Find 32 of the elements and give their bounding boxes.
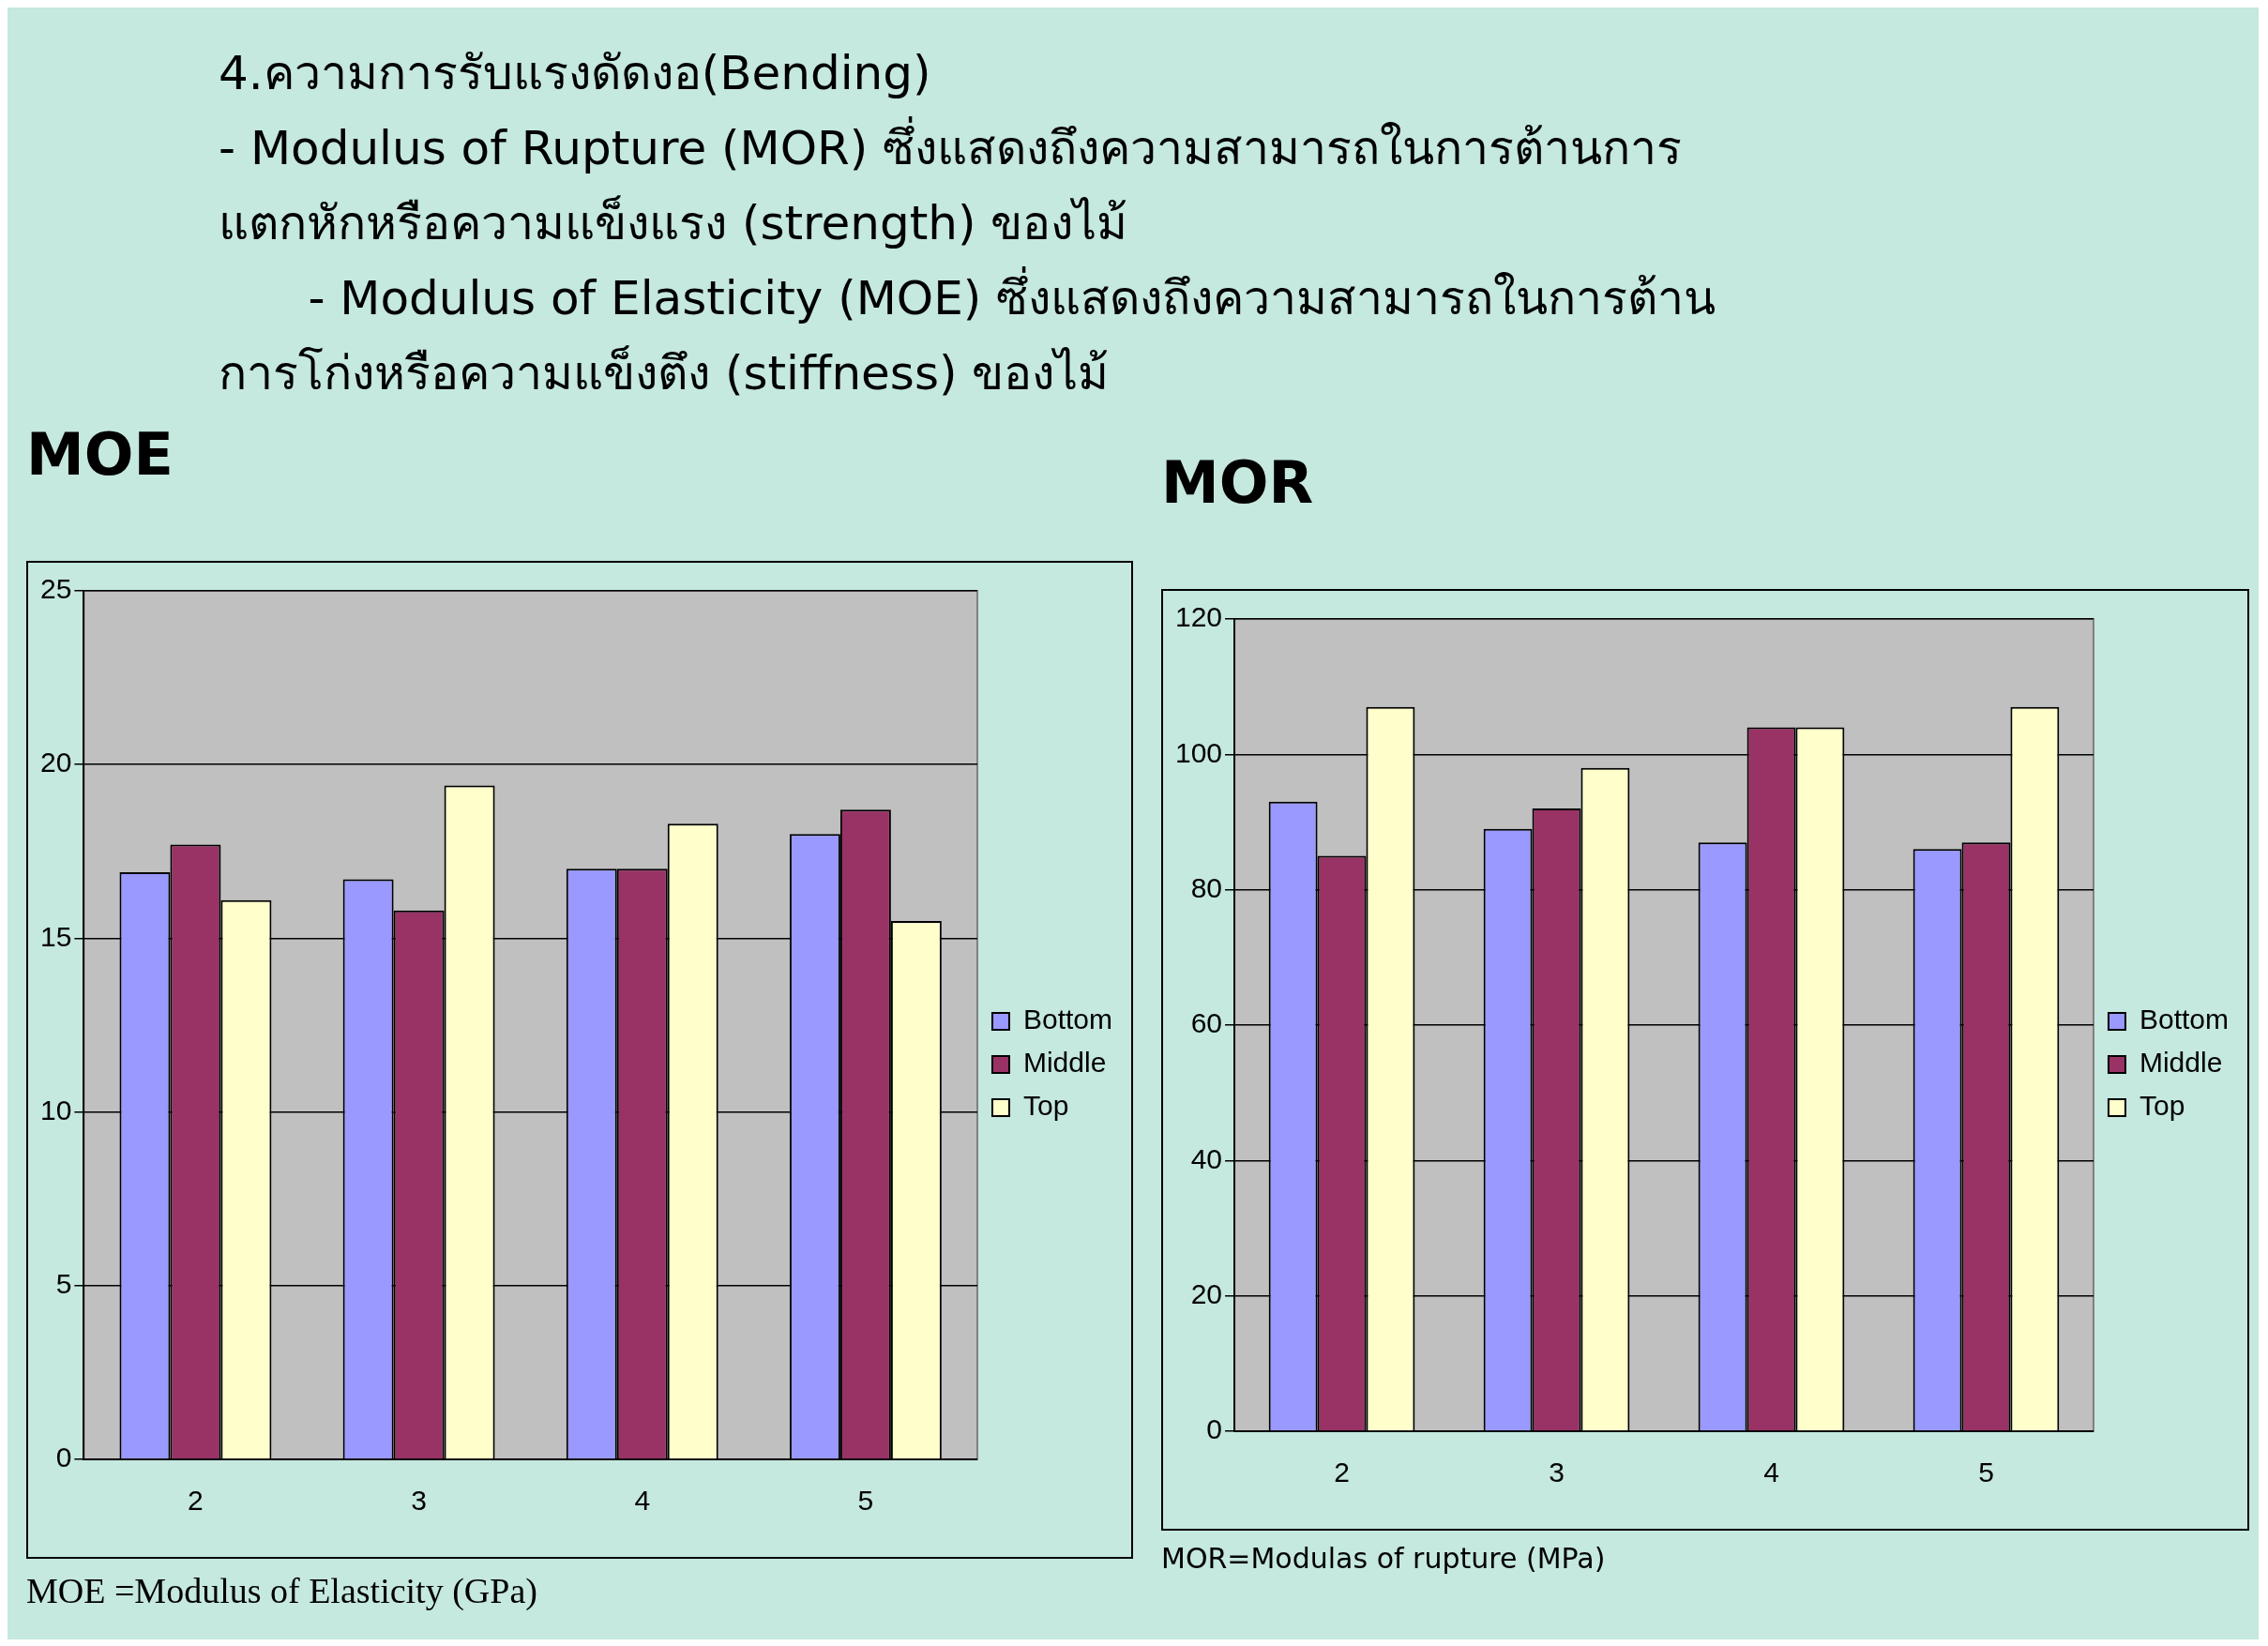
chart-subtitle: 4.ความการรับแรงดัดงอ(Bending) - Modulus of Rupture (MOR) ซึ่งแสดงถึงความสามารถในการต้านการ แตกหักหรือความแข็งแรง (strength) ของไม้ - Modulus of Elasticity (MOE) ซึ่งแสดงถึงความสามารถในการต้าน การโก่งหรือความแข็งตึง (stiffness) ของไม้	[219, 45, 1716, 402]
chart-title: MOE	[26, 420, 174, 491]
y-tick-label: 60	[1190, 1007, 1223, 1039]
x-tick-label: 4	[634, 1485, 651, 1517]
legend-label: Bottom	[2139, 1004, 2230, 1035]
y-tick-label: 0	[55, 1442, 72, 1473]
y-tick-label: 0	[1206, 1413, 1223, 1445]
y-tick-label: 20	[39, 747, 72, 778]
y-tick-label: 120	[1174, 601, 1223, 633]
x-tick-label: 2	[188, 1485, 204, 1517]
legend-label: Middle	[2139, 1047, 2223, 1079]
x-tick-label: 5	[1978, 1457, 1994, 1488]
x-tick-label: 3	[411, 1485, 427, 1517]
text: MOR=Modulas of rupture (MPa)	[1161, 1542, 1607, 1575]
y-tick-label: 20	[1190, 1277, 1223, 1309]
y-tick-label: 15	[39, 920, 72, 952]
y-tick-label: 100	[1174, 736, 1223, 768]
y-tick-label: 25	[39, 573, 72, 605]
y-tick-label: 40	[1190, 1142, 1223, 1174]
text: MOE =Modulus of Elasticity (GPa)	[26, 1570, 538, 1611]
y-tick-label: 10	[39, 1094, 72, 1125]
chart-title: MOR	[1161, 448, 1315, 519]
legend-label: Bottom	[1022, 1004, 1113, 1035]
x-tick-label: 5	[857, 1485, 874, 1517]
legend-label: Top	[2139, 1090, 2185, 1122]
x-tick-label: 3	[1549, 1457, 1565, 1488]
x-tick-label: 4	[1763, 1457, 1779, 1488]
x-tick-label: 2	[1334, 1457, 1350, 1488]
legend-label: Middle	[1022, 1047, 1107, 1079]
y-tick-label: 80	[1190, 871, 1223, 903]
legend-label: Top	[1022, 1090, 1069, 1122]
y-tick-label: 5	[55, 1268, 72, 1300]
